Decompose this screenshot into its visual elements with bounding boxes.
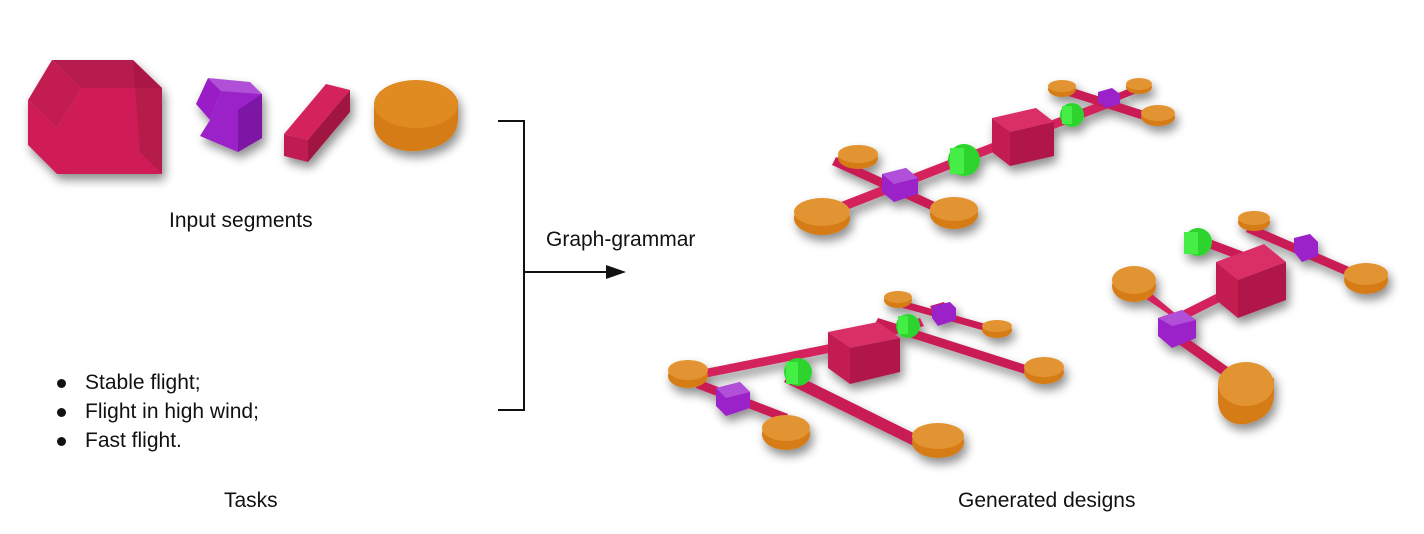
merge-bracket [498, 120, 610, 411]
graph-grammar-label: Graph-grammar [546, 228, 696, 251]
design-drone-3 [1112, 211, 1388, 425]
design-drone-2 [668, 291, 1064, 458]
generated-designs-label: Generated designs [958, 489, 1136, 512]
arrow-head-icon [606, 265, 626, 279]
list-item: Stable flight; [54, 368, 259, 397]
arm-link-icon [284, 84, 350, 162]
joint-cube-icon [196, 78, 262, 152]
list-item: Fast flight. [54, 426, 259, 455]
rotor-disk-icon [374, 80, 458, 152]
input-segments-label: Input segments [169, 209, 313, 232]
body-cube-icon [28, 60, 162, 174]
input-segments [28, 60, 458, 174]
tasks-label: Tasks [224, 489, 278, 512]
task-list: Stable flight; Flight in high wind; Fast… [54, 368, 259, 455]
list-item: Flight in high wind; [54, 397, 259, 426]
design-drone-1 [794, 78, 1175, 235]
